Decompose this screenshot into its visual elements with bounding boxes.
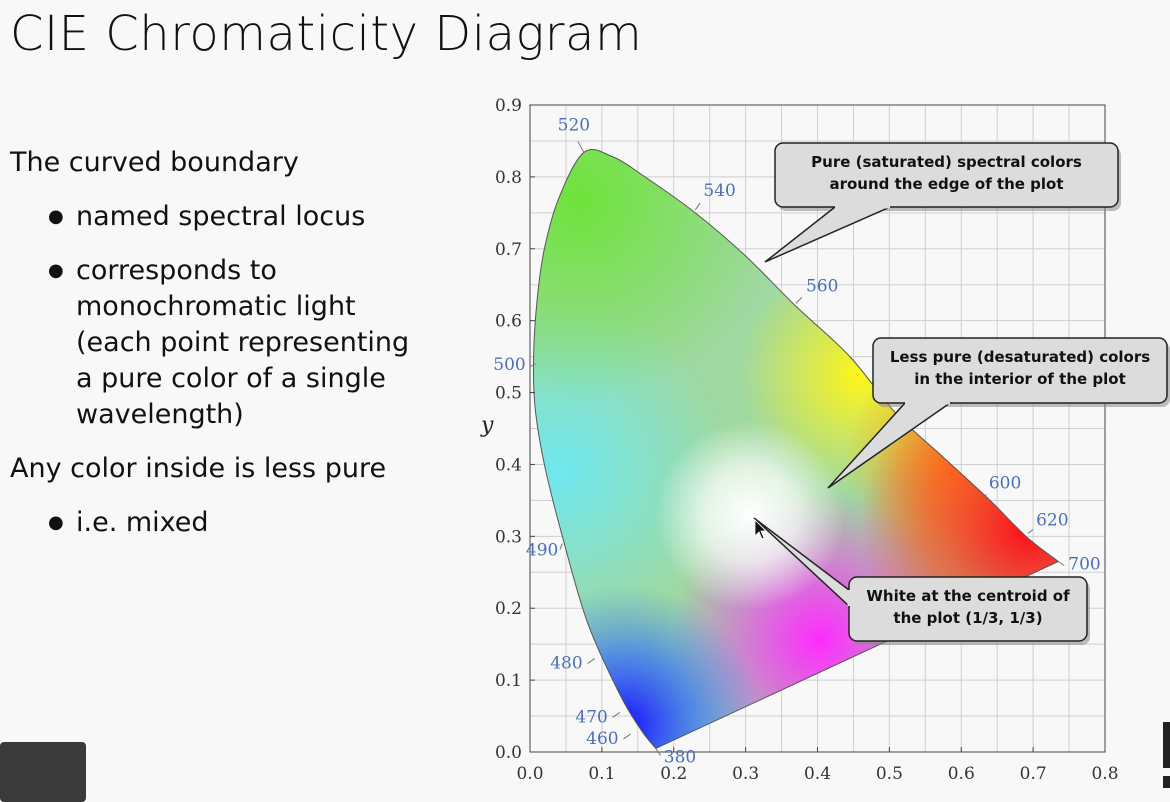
x-tick-label: 0.2: [660, 764, 687, 784]
wavelength-label-600: 600: [989, 473, 1021, 493]
callout-box-3: White at the centroid of the plot (1/3, 1…: [753, 517, 1090, 645]
wavelength-label-700: 700: [1068, 554, 1100, 574]
wavelength-tick: [612, 712, 621, 718]
wavelength-label-620: 620: [1036, 510, 1068, 530]
edge-marker-small: [1163, 776, 1170, 788]
wavelength-tick: [694, 202, 701, 211]
y-tick-label: 0.3: [495, 527, 522, 547]
y-tick-label: 0.8: [495, 168, 522, 188]
x-axis-ticks: 0.0 0.1 0.2 0.3 0.4 0.5 0.6 0.7 0.8: [516, 747, 1119, 784]
wavelength-tick: [655, 748, 661, 756]
y-tick-label: 0.2: [495, 599, 522, 619]
x-tick-label: 0.3: [732, 764, 759, 784]
callout-body: [848, 576, 1088, 642]
callout-box-1: Pure (saturated) spectral colors around t…: [764, 142, 1121, 263]
wavelength-tick: [1027, 529, 1034, 534]
y-tick-label: 0.5: [495, 384, 522, 404]
wavelength-label-560: 560: [806, 276, 838, 296]
x-tick-label: 0.8: [1091, 764, 1118, 784]
wavelength-label-480: 480: [550, 654, 582, 674]
wavelength-tick: [529, 363, 536, 368]
wavelength-tick: [587, 658, 595, 664]
x-tick-label: 0.4: [804, 764, 831, 784]
wavelength-label-490: 490: [526, 541, 558, 561]
callouts: Pure (saturated) spectral colors around t…: [753, 142, 1170, 645]
gamut-fill: [533, 149, 1059, 749]
wavelength-tick: [795, 297, 803, 304]
y-tick-label: 0.1: [495, 671, 522, 691]
x-tick-label: 0.0: [516, 764, 543, 784]
wavelength-tick: [982, 494, 987, 501]
wavelength-tick: [577, 141, 585, 153]
y-tick-label: 0.4: [495, 455, 522, 475]
callout-text: in the interior of the plot: [914, 370, 1126, 388]
wavelength-label-500: 500: [493, 355, 525, 375]
y-tick-label: 0.0: [495, 743, 522, 763]
callout-text: around the edge of the plot: [829, 175, 1063, 193]
callout-box-2: Less pure (desaturated) colors in the int…: [827, 337, 1170, 489]
callout-text: Pure (saturated) spectral colors: [811, 153, 1082, 171]
bullet-mixed: i.e. mixed: [48, 505, 450, 541]
callout-pointer: [764, 206, 891, 263]
wavelength-label-470: 470: [575, 707, 607, 727]
y-tick-label: 0.6: [495, 312, 522, 332]
bullet-spectral-locus: named spectral locus: [48, 199, 450, 235]
callout-text: the plot (1/3, 1/3): [893, 609, 1042, 627]
x-tick-label: 0.5: [876, 764, 903, 784]
wavelength-tick: [559, 543, 563, 550]
wavelength-label-540: 540: [703, 181, 735, 201]
bullet-curved-boundary: The curved boundary: [10, 147, 299, 178]
wavelength-label-520: 520: [558, 115, 590, 135]
wavelength-label-380: 380: [664, 747, 696, 767]
bullet-list: The curved boundary named spectral locus…: [10, 145, 450, 559]
y-axis-ticks: 0.0 0.1 0.2 0.3 0.4 0.5 0.6 0.7 0.8 0.9: [495, 96, 535, 763]
x-tick-label: 0.6: [948, 764, 975, 784]
bullet-inside-less-pure: Any color inside is less pure: [10, 453, 387, 484]
cursor-arrow-icon: [754, 519, 767, 540]
callout-text: Less pure (desaturated) colors: [890, 348, 1150, 366]
edge-marker: [1163, 722, 1170, 768]
callout-body: [774, 142, 1119, 208]
y-axis-label: y: [480, 413, 494, 438]
x-tick-label: 0.1: [588, 764, 615, 784]
bullet-monochromatic: corresponds to monochromatic light (each…: [48, 253, 421, 433]
wavelength-label-460: 460: [586, 729, 618, 749]
wavelength-tick: [623, 733, 631, 740]
slide-title: CIE Chromaticity Diagram: [10, 6, 643, 62]
wavelength-tick: [1058, 561, 1065, 566]
callout-body: [872, 337, 1168, 404]
x-tick-label: 0.7: [1020, 764, 1047, 784]
y-tick-label: 0.9: [495, 96, 522, 116]
callout-text: White at the centroid of: [866, 587, 1070, 605]
presenter-thumbnail: [0, 742, 86, 802]
y-tick-label: 0.7: [495, 240, 522, 260]
